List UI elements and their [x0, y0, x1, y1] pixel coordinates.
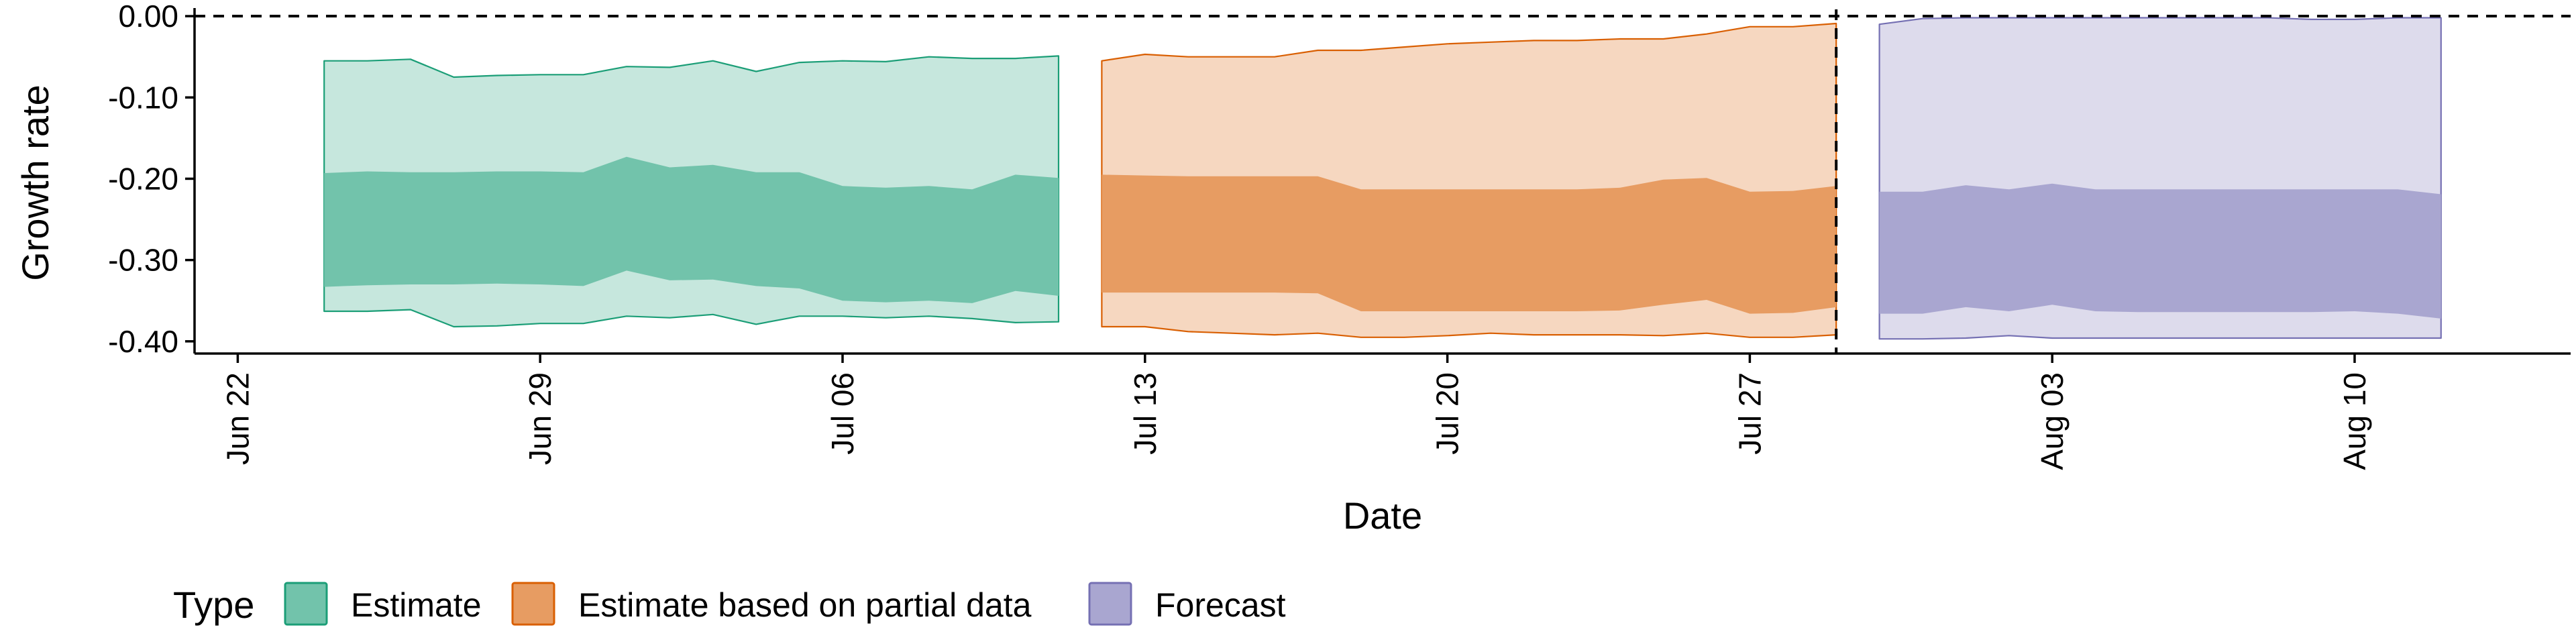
band-inner-estimate — [324, 156, 1059, 303]
y-tick-label: -0.10 — [108, 80, 178, 115]
y-tick-label: -0.40 — [108, 324, 178, 359]
y-tick-label: 0.00 — [118, 0, 178, 34]
x-tick-label: Jul 20 — [1430, 372, 1465, 455]
legend-key — [511, 582, 555, 626]
y-axis-title: Growth rate — [14, 85, 56, 281]
y-tick-label: -0.30 — [108, 243, 178, 278]
x-tick-label: Aug 03 — [2035, 372, 2070, 470]
legend-label: Estimate based on partial data — [578, 586, 1032, 624]
x-tick-label: Aug 10 — [2337, 372, 2372, 470]
x-tick-label: Jul 27 — [1732, 372, 1767, 455]
legend-key — [284, 582, 328, 626]
legend: Type Estimate Estimate based on partial da… — [173, 582, 1286, 626]
legend-label: Forecast — [1155, 586, 1286, 624]
legend-key — [1088, 582, 1132, 626]
reference-lines — [195, 9, 2571, 354]
x-tick-label: Jul 06 — [825, 372, 860, 455]
x-tick-label: Jul 13 — [1128, 372, 1163, 455]
y-tick-label: -0.20 — [108, 161, 178, 196]
bands-layer — [323, 17, 2442, 340]
x-axis-title: Date — [1343, 494, 1422, 537]
legend-title: Type — [173, 584, 254, 626]
x-tick-label: Jun 22 — [220, 372, 255, 465]
band-inner-estimate-based-on-partial-data — [1102, 174, 1837, 314]
axes: 0.00 -0.10 -0.20 -0.30 -0.40 Jun 22 Jun 29 Jul … — [108, 0, 2571, 470]
x-tick-label: Jun 29 — [523, 372, 557, 465]
legend-label: Estimate — [351, 586, 482, 624]
band-inner-forecast — [1879, 183, 2441, 319]
